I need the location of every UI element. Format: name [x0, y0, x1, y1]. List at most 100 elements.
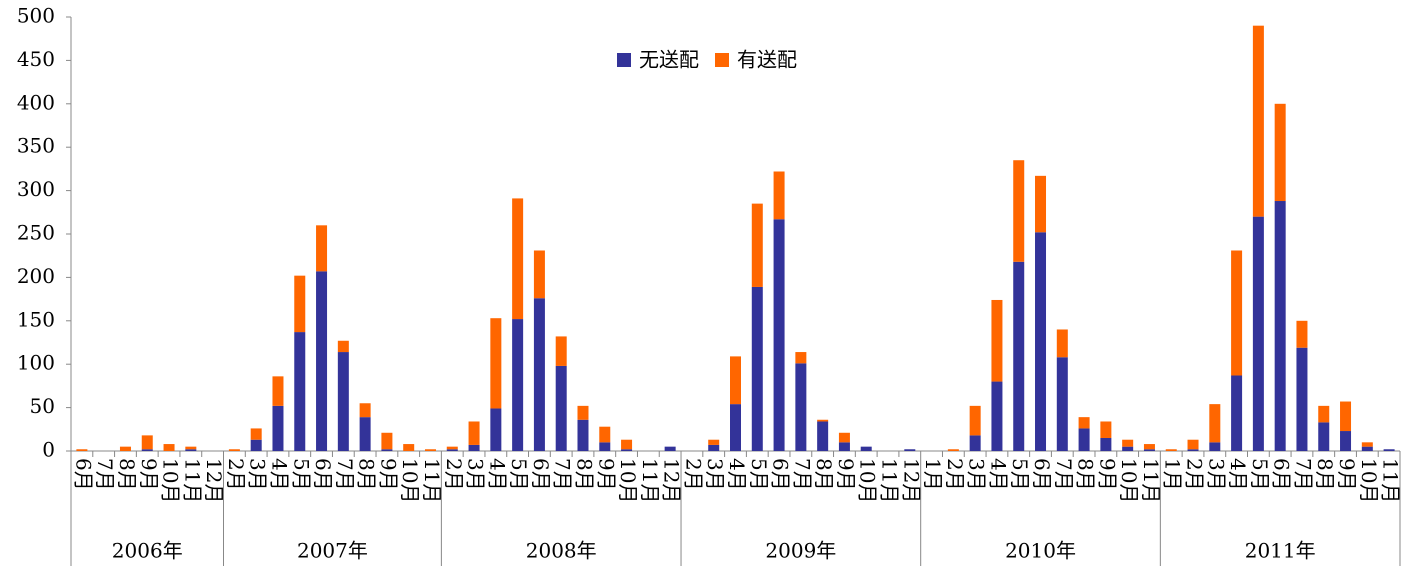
bar-segment: [1340, 401, 1352, 432]
x-tick-label: 5月: [289, 458, 313, 491]
x-tick-label: 2月: [681, 458, 705, 491]
bar-segment: [1361, 442, 1373, 447]
x-tick-label: 4月: [485, 458, 509, 491]
bar-segment: [1013, 261, 1025, 451]
bar-segment: [185, 449, 197, 451]
x-tick-label: 9月: [1095, 458, 1119, 491]
x-tick-label: 8月: [115, 458, 139, 491]
x-tick-label: 9月: [834, 458, 858, 491]
x-tick-label: 7月: [551, 458, 575, 491]
bar-segment: [272, 405, 284, 451]
bar-segment: [1274, 103, 1286, 202]
legend-label: 无送配: [639, 48, 699, 72]
x-tick-label: 2月: [1183, 458, 1207, 491]
bar-segment: [1187, 449, 1199, 451]
bar-segment: [1209, 442, 1221, 451]
x-tick-label: 5月: [507, 458, 531, 491]
bar-segment: [1056, 329, 1068, 358]
bar-segment: [316, 271, 328, 451]
bar-segment: [904, 449, 916, 451]
legend-swatch: [617, 53, 631, 67]
x-tick-label: 7月: [1291, 458, 1315, 491]
bar-segment: [1252, 216, 1264, 451]
bar-segment: [512, 319, 524, 451]
x-tick-label: 2月: [224, 458, 248, 491]
x-tick-label: 8月: [572, 458, 596, 491]
x-tick-label: 9月: [376, 458, 400, 491]
bar-segment: [751, 203, 763, 287]
bar-segment: [838, 432, 850, 443]
bar-segment: [76, 449, 88, 451]
bar-segment: [860, 446, 872, 451]
x-tick-label: 3月: [464, 458, 488, 491]
x-tick-label: 10月: [616, 458, 640, 503]
bar-segment: [1252, 25, 1264, 217]
bar-segment: [250, 439, 262, 451]
bar-segment: [1056, 357, 1068, 451]
x-tick-label: 11月: [878, 458, 902, 503]
bar-segment: [533, 298, 545, 451]
bar-segment: [795, 352, 807, 364]
bar-segment: [1361, 446, 1373, 451]
y-tick-label: 300: [17, 177, 55, 201]
bar-segment: [250, 428, 262, 440]
x-tick-label: 2月: [943, 458, 967, 491]
bar-segment: [664, 446, 676, 451]
group-label: 2011年: [1245, 539, 1316, 563]
group-label: 2009年: [765, 539, 836, 563]
legend-swatch: [715, 53, 729, 67]
x-tick-label: 9月: [1335, 458, 1359, 491]
x-tick-label: 4月: [725, 458, 749, 491]
bar-segment: [403, 444, 415, 451]
y-tick-label: 200: [17, 264, 55, 288]
bar-segment: [381, 449, 393, 451]
bar-segment: [1274, 201, 1286, 451]
x-tick-label: 2月: [442, 458, 466, 491]
bar-segment: [991, 381, 1003, 451]
bar-segment: [359, 417, 371, 451]
x-tick-label: 11月: [420, 458, 444, 503]
bar-segment: [316, 225, 328, 272]
bar-segment: [119, 446, 131, 451]
x-tick-label: 10月: [159, 458, 183, 503]
bar-segment: [947, 449, 959, 451]
x-tick-label: 6月: [1270, 458, 1294, 491]
bar-segment: [1296, 320, 1308, 348]
bar-segment: [817, 421, 829, 451]
y-tick-label: 0: [42, 438, 55, 462]
x-tick-label: 7月: [1052, 458, 1076, 491]
bar-segment: [490, 408, 502, 451]
x-tick-label: 6月: [311, 458, 335, 491]
group-label: 2006年: [112, 539, 183, 563]
bar-segment: [1187, 439, 1199, 450]
x-tick-label: 6月: [71, 458, 95, 491]
bar-segment: [1165, 449, 1177, 451]
bar-segment: [512, 198, 524, 320]
bar-segment: [1122, 446, 1134, 451]
bar-segment: [751, 286, 763, 451]
bar-segment: [708, 439, 720, 445]
x-tick-label: 11月: [180, 458, 204, 503]
bar-segment: [294, 275, 306, 333]
bar-segment: [141, 449, 153, 451]
bar-segment: [1078, 428, 1090, 451]
bar-segment: [599, 426, 611, 443]
x-tick-label: 4月: [1226, 458, 1250, 491]
x-tick-label: 4月: [267, 458, 291, 491]
x-tick-label: 8月: [812, 458, 836, 491]
bar-segment: [337, 352, 349, 451]
bar-segment: [1143, 444, 1155, 450]
bar-segment: [228, 449, 240, 451]
x-tick-label: 9月: [137, 458, 161, 491]
legend-label: 有送配: [737, 48, 797, 72]
bar-segment: [359, 403, 371, 418]
x-tick-label: 3月: [1204, 458, 1228, 491]
bar-segment: [446, 446, 458, 450]
bar-segment: [1318, 405, 1330, 423]
bar-segment: [163, 444, 175, 451]
y-tick-label: 350: [17, 134, 55, 158]
x-tick-label: 11月: [1379, 458, 1403, 503]
y-tick-label: 100: [17, 351, 55, 375]
x-tick-label: 11月: [638, 458, 662, 503]
